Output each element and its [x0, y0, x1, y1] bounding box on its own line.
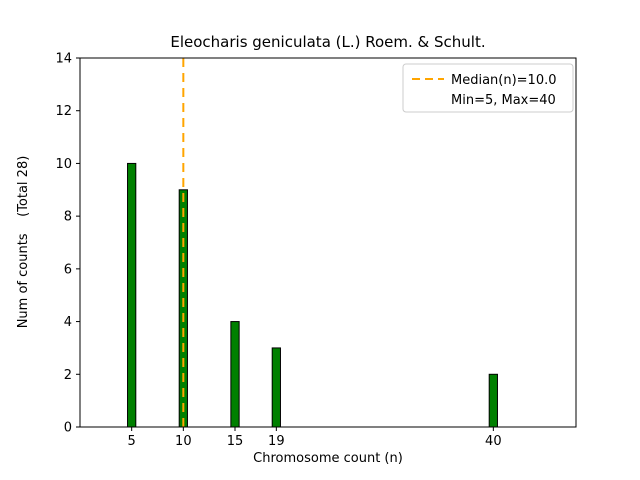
x-ticks: 5 10 15 19 40 — [128, 427, 502, 449]
x-tick-label: 40 — [485, 434, 502, 449]
plot-border — [79, 57, 577, 428]
y-tick-label: 6 — [64, 262, 72, 277]
chart-title: Eleocharis geniculata (L.) Roem. & Schul… — [170, 33, 485, 51]
legend-entry-minmax: Min=5, Max=40 — [451, 93, 556, 108]
x-tick-label: 5 — [128, 434, 136, 449]
legend-box — [402, 63, 574, 113]
legend: Median(n)=10.0 Min=5, Max=40 — [402, 63, 574, 113]
y-tick-label: 4 — [64, 315, 72, 330]
x-tick-label: 10 — [175, 434, 192, 449]
y-tick-label: 0 — [64, 421, 72, 436]
y-ticks: 0 2 4 6 8 10 12 14 — [55, 52, 80, 436]
bar — [230, 321, 240, 428]
y-tick-label: 10 — [55, 157, 72, 172]
bar — [127, 162, 137, 428]
bars — [127, 162, 498, 428]
legend-entry-median: Median(n)=10.0 — [451, 73, 557, 88]
x-axis-label: Chromosome count (n) — [253, 451, 403, 466]
y-tick-label: 14 — [55, 52, 72, 67]
x-tick-label: 15 — [227, 434, 244, 449]
y-axis-label: Num of counts (Total 28) — [16, 156, 31, 329]
x-tick-label: 19 — [268, 434, 285, 449]
y-tick-label: 8 — [64, 210, 72, 225]
y-tick-label: 12 — [55, 104, 72, 119]
bar — [488, 373, 498, 428]
y-tick-label: 2 — [64, 368, 72, 383]
bar — [271, 347, 281, 428]
